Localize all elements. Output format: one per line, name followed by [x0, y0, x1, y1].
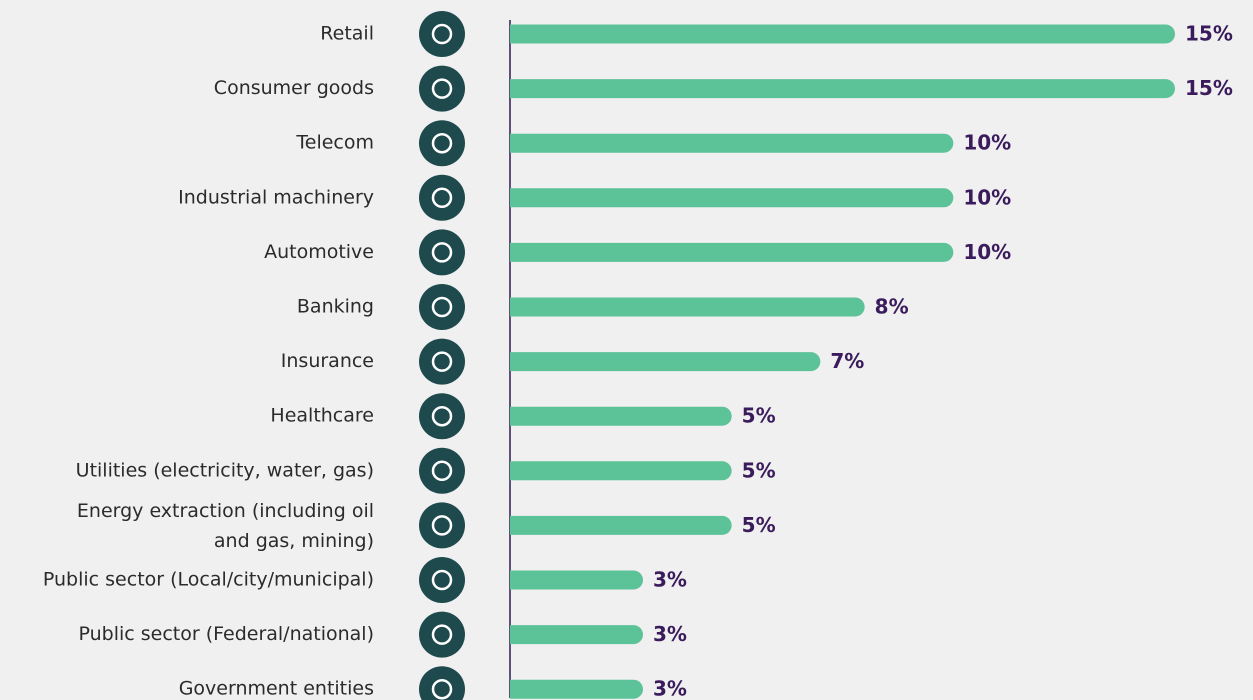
category-label: Telecom [295, 132, 374, 154]
category-icon [419, 502, 465, 549]
icon-glyph [431, 405, 453, 427]
category-icon [419, 284, 465, 330]
value-label: 5% [742, 513, 776, 537]
bar [510, 24, 1175, 44]
icon-glyph [431, 351, 453, 372]
category-label: Retail [320, 23, 374, 45]
category-icon [419, 611, 465, 658]
category-icon [419, 338, 465, 385]
bar [510, 79, 1175, 99]
icon-glyph [431, 624, 453, 645]
category-label: and gas, mining) [214, 530, 374, 552]
category-label: Utilities (electricity, water, gas) [76, 459, 374, 481]
icon-glyph [431, 678, 453, 700]
category-label: Healthcare [270, 405, 374, 427]
value-label: 3% [653, 622, 687, 646]
category-icon [419, 120, 465, 167]
category-icon [419, 11, 465, 57]
category-label: Consumer goods [214, 77, 374, 99]
icon-glyph [431, 132, 453, 154]
category-icon [419, 65, 465, 112]
category-icon [419, 393, 465, 440]
bar [510, 406, 732, 426]
icon-glyph [431, 296, 453, 318]
value-label: 5% [742, 458, 776, 482]
value-label: 15% [1185, 76, 1233, 100]
category-label: Insurance [281, 350, 374, 372]
bar [510, 625, 643, 645]
category-icon [419, 666, 465, 700]
icon-glyph [431, 460, 453, 482]
icon-glyph [431, 242, 453, 263]
bar [510, 188, 954, 208]
bar [510, 515, 732, 535]
icon-glyph [431, 78, 453, 99]
category-label: Banking [297, 296, 374, 318]
bar [510, 352, 821, 372]
value-label: 5% [742, 404, 776, 428]
bar [510, 679, 643, 699]
category-label: Energy extraction (including oil [77, 500, 374, 522]
category-label: Industrial machinery [178, 186, 374, 208]
value-label: 3% [653, 677, 687, 700]
category-label: Government entities [179, 678, 374, 700]
category-label: Public sector (Federal/national) [78, 623, 374, 645]
value-label: 15% [1185, 22, 1233, 46]
icon-glyph [431, 23, 453, 45]
category-icon [419, 174, 465, 221]
icon-glyph [431, 569, 453, 591]
bar [510, 297, 865, 317]
value-label: 7% [830, 349, 864, 373]
category-label: Public sector (Local/city/municipal) [43, 569, 374, 591]
bar [510, 133, 954, 153]
category-label: Automotive [264, 241, 374, 263]
value-label: 10% [963, 131, 1011, 155]
value-label: 3% [653, 568, 687, 592]
icon-glyph [431, 515, 453, 536]
category-icon [419, 557, 465, 603]
value-label: 10% [963, 240, 1011, 264]
bar [510, 242, 954, 262]
value-label: 8% [875, 295, 909, 319]
bar [510, 461, 732, 481]
icon-glyph [431, 187, 453, 209]
bar [510, 570, 643, 590]
value-label: 10% [963, 185, 1011, 209]
category-icon [419, 229, 465, 276]
category-icon [419, 447, 465, 494]
